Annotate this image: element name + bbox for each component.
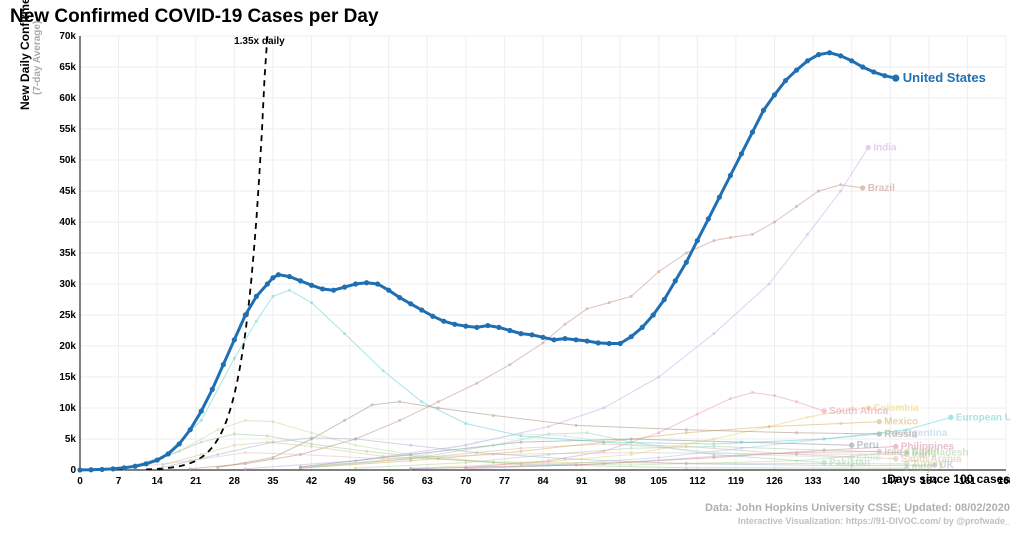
x-tick-label: 119 — [728, 476, 745, 487]
x-tick-label: 77 — [499, 476, 511, 487]
x-tick-label: 35 — [267, 476, 279, 487]
y-tick-label: 30k — [59, 279, 76, 290]
plot-area: 0 7 14 21 28 35 42 49 56 63 70 77 84 91 98 105 112 119 126… — [58, 32, 1010, 492]
y-tick-label: 55k — [59, 124, 76, 135]
x-tick-label: 126 — [766, 476, 783, 487]
y-tick-label: 70k — [59, 32, 76, 42]
x-tick-label: 140 — [843, 476, 860, 487]
y-tick-label: 40k — [59, 217, 76, 228]
x-tick-label: 21 — [190, 476, 202, 487]
series-label: India — [873, 143, 897, 154]
series-label: Pakistan — [829, 458, 870, 469]
x-tick-label: 49 — [345, 476, 357, 487]
series-brazil: Brazil — [189, 183, 895, 470]
x-tick-label: 98 — [615, 476, 627, 487]
x-tick-label: 133 — [805, 476, 822, 487]
reference-label: 1.35x daily — [234, 36, 285, 47]
y-tick-label: 20k — [59, 341, 76, 352]
x-tick-label: 84 — [537, 476, 549, 487]
y-tick-label: 50k — [59, 155, 76, 166]
x-tick-label: 112 — [689, 476, 706, 487]
series-label: Bangladesh — [912, 448, 969, 459]
series-label: Brazil — [868, 183, 895, 194]
x-tick-label: 105 — [650, 476, 667, 487]
series-label: Turkey — [912, 459, 944, 470]
x-axis-title: Days since 100 cases — [887, 472, 1010, 486]
y-tick-label: 35k — [59, 248, 76, 259]
x-tick-label: 0 — [77, 476, 83, 487]
y-axis-title: New Daily Confirmed Cases — [18, 0, 32, 110]
x-tick-label: 70 — [460, 476, 472, 487]
y-axis-subtitle: (7-day Average) — [32, 21, 43, 95]
series-label-highlight: United States — [903, 70, 986, 85]
y-tick-label: 60k — [59, 93, 76, 104]
viz-credit: Interactive Visualization: https://91-DI… — [738, 516, 1010, 526]
x-tick-label: 28 — [229, 476, 241, 487]
x-tick-label: 91 — [576, 476, 588, 487]
y-tick-label: 25k — [59, 310, 76, 321]
data-credit: Data: John Hopkins University CSSE; Upda… — [705, 502, 1010, 514]
series-label: Peru — [857, 440, 879, 451]
series-label: Iraq — [884, 446, 902, 457]
series-label: Argentina — [901, 428, 948, 439]
y-tick-label: 5k — [65, 434, 77, 445]
series-label: South Africa — [829, 406, 889, 417]
y-tick-label: 45k — [59, 186, 76, 197]
x-tick-label: 56 — [383, 476, 395, 487]
y-tick-label: 10k — [59, 403, 76, 414]
y-tick-label: 0 — [70, 465, 76, 476]
x-tick-label: 7 — [116, 476, 122, 487]
x-tick-label: 14 — [152, 476, 164, 487]
x-tick-label: 63 — [422, 476, 434, 487]
series-label: Mexico — [884, 417, 918, 428]
x-tick-label: 42 — [306, 476, 318, 487]
series-india: India — [244, 143, 897, 471]
y-tick-label: 15k — [59, 372, 76, 383]
y-tick-label: 65k — [59, 62, 76, 73]
chart-title: New Confirmed COVID-19 Cases per Day — [10, 6, 379, 28]
series-label: European Union — [956, 412, 1010, 423]
